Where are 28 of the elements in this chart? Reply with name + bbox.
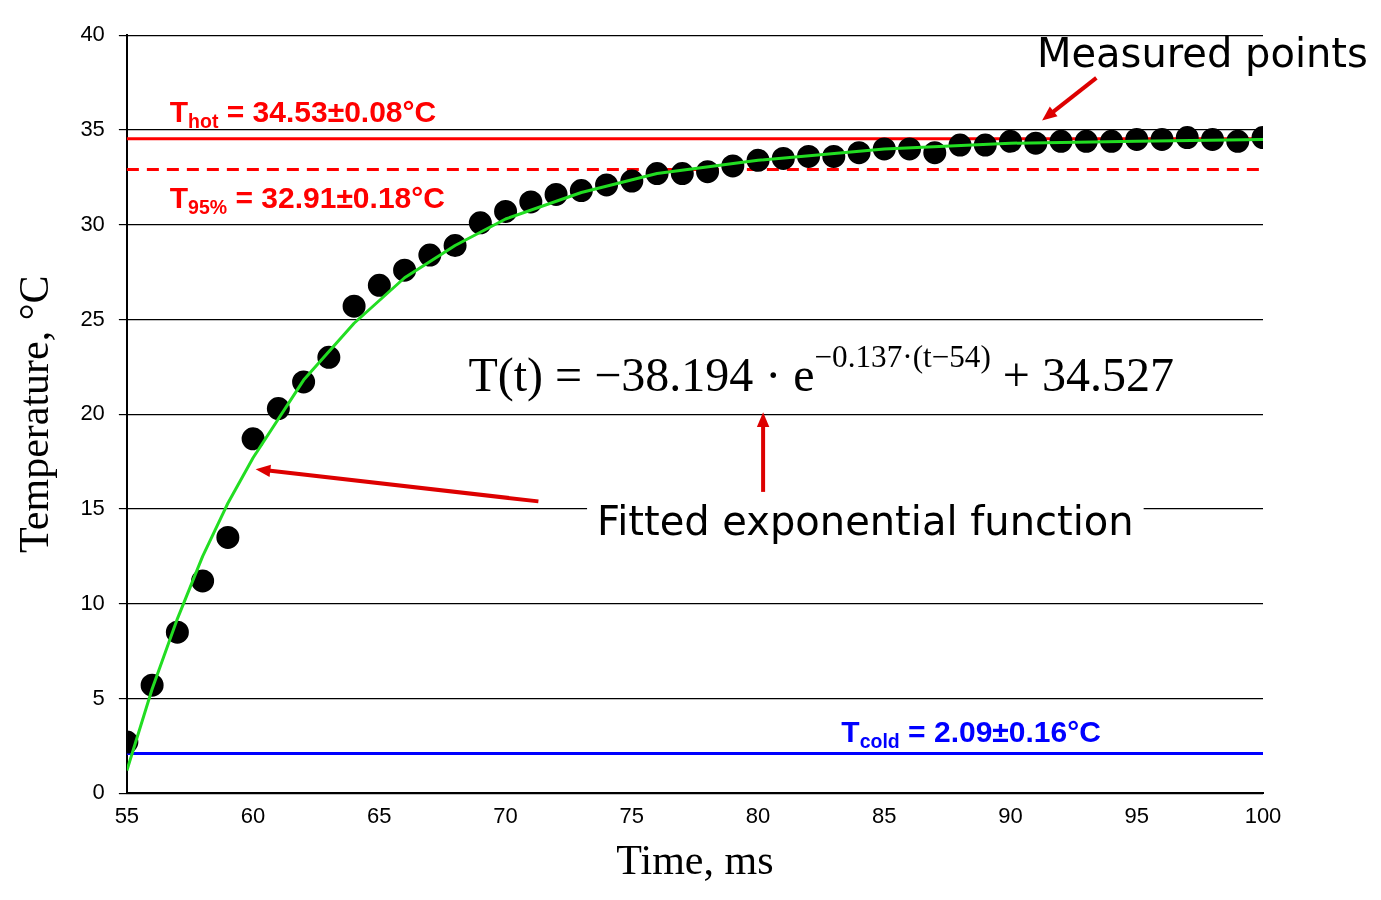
y-tick-label: 5 — [92, 684, 105, 710]
x-axis-title: Time, ms — [616, 836, 774, 883]
x-tick-label: 95 — [1124, 803, 1150, 829]
point — [367, 273, 391, 297]
y-tick-label: 10 — [80, 589, 105, 615]
x-tick-label: 80 — [745, 803, 771, 829]
annotation: Fitted exponential function — [597, 498, 1134, 545]
y-tick-label: 0 — [92, 779, 105, 805]
y-tick-label: 40 — [80, 21, 105, 47]
x-tick-label: 90 — [998, 803, 1023, 829]
x-tick-label: 85 — [872, 803, 897, 829]
point — [241, 427, 265, 451]
y-tick-label: 35 — [80, 116, 105, 142]
y-tick-label: 30 — [80, 210, 105, 236]
y-tick-label: 15 — [80, 495, 105, 521]
point — [216, 525, 240, 549]
y-tick-label: 25 — [80, 305, 105, 331]
annotation: Measured points — [1036, 30, 1368, 77]
point — [191, 569, 215, 593]
y-axis-title: Temperature, °C — [11, 275, 58, 553]
x-tick-label: 65 — [367, 803, 392, 829]
x-tick-label: 60 — [240, 803, 266, 829]
x-tick-label: 100 — [1244, 803, 1282, 829]
x-tick-label: 70 — [493, 803, 518, 829]
point — [342, 294, 366, 318]
x-tick-label: 75 — [619, 803, 645, 829]
x-tick-label: 55 — [114, 803, 140, 829]
y-tick-label: 20 — [80, 400, 105, 426]
